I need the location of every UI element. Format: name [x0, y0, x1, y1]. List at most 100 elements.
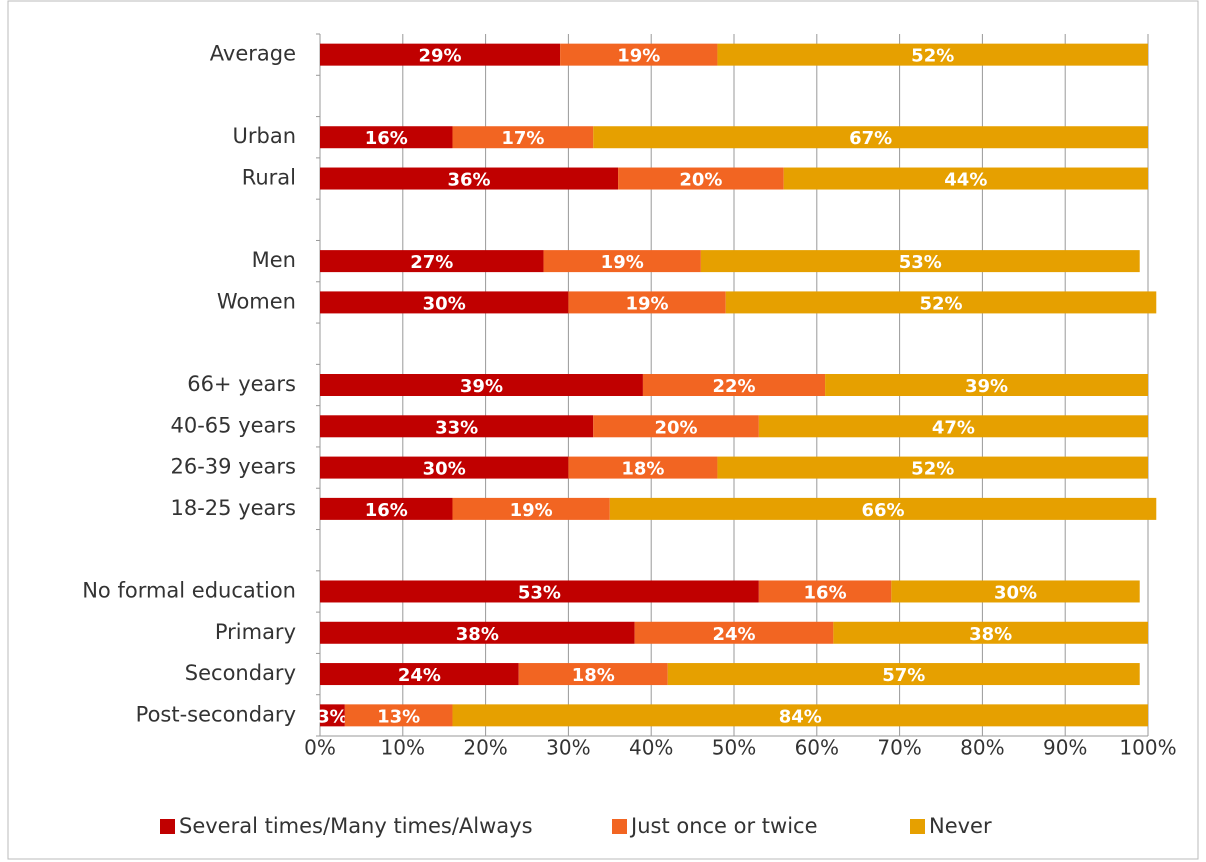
- value-label: 36%: [447, 170, 490, 191]
- value-label: 3%: [317, 706, 348, 727]
- y-tick-label: Primary: [215, 620, 296, 644]
- bar-segment: [593, 415, 759, 438]
- value-label: 38%: [456, 624, 499, 645]
- value-label: 52%: [911, 46, 954, 67]
- legend-label: Several times/Many times/Always: [179, 814, 533, 838]
- y-tick-label: Secondary: [185, 661, 296, 685]
- bar-segment: [452, 704, 1149, 727]
- bar-segment: [725, 291, 1157, 314]
- bar-segment: [758, 415, 1148, 438]
- value-label: 44%: [944, 170, 987, 191]
- x-tick-label: 90%: [1043, 736, 1087, 760]
- value-label: 20%: [654, 417, 697, 438]
- bar-segment: [543, 250, 701, 273]
- bar-segment: [642, 374, 826, 396]
- value-label: 18%: [572, 665, 615, 686]
- x-tick-label: 40%: [629, 736, 673, 760]
- bar-segment: [568, 291, 726, 314]
- value-label: 19%: [510, 500, 553, 521]
- x-tick-label: 60%: [795, 736, 839, 760]
- bar-segment: [344, 704, 453, 727]
- value-label: 66%: [861, 500, 904, 521]
- value-label: 16%: [365, 500, 408, 521]
- value-label: 47%: [932, 417, 975, 438]
- legend-label: Never: [929, 814, 992, 838]
- x-tick-label: 30%: [546, 736, 590, 760]
- value-label: 30%: [423, 459, 466, 480]
- x-tick-label: 70%: [877, 736, 921, 760]
- value-label: 53%: [518, 582, 561, 603]
- bar-segment: [320, 291, 569, 314]
- value-label: 19%: [601, 252, 644, 273]
- bar-segment: [452, 497, 610, 520]
- y-tick-label: Rural: [242, 166, 296, 190]
- bar-segment: [717, 456, 1148, 479]
- value-label: 24%: [712, 624, 755, 645]
- value-label: 18%: [621, 459, 664, 480]
- value-label: 27%: [410, 252, 453, 273]
- x-tick-label: 50%: [712, 736, 756, 760]
- value-label: 67%: [849, 128, 892, 149]
- value-label: 39%: [965, 376, 1008, 397]
- value-label: 33%: [435, 417, 478, 438]
- bar-segment: [634, 621, 834, 644]
- value-label: 16%: [804, 582, 847, 603]
- bar-segment: [320, 126, 453, 149]
- value-label: 24%: [398, 665, 441, 686]
- bar-segment: [568, 456, 718, 479]
- y-tick-label: Urban: [232, 124, 296, 148]
- value-label: 16%: [365, 128, 408, 149]
- value-label: 19%: [626, 293, 669, 314]
- x-tick-label: 20%: [463, 736, 507, 760]
- y-tick-label: 40-65 years: [171, 413, 297, 437]
- bar-segment: [825, 374, 1148, 396]
- chart-frame: [7, 0, 1199, 860]
- value-label: 17%: [501, 128, 544, 149]
- value-label: 52%: [911, 459, 954, 480]
- x-tick-label: 80%: [960, 736, 1004, 760]
- value-label: 22%: [712, 376, 755, 397]
- y-tick-label: Average: [210, 42, 296, 66]
- bar-segment: [700, 250, 1140, 273]
- bar-segment: [667, 663, 1140, 686]
- y-tick-label: No formal education: [82, 578, 296, 602]
- bar-segment: [833, 621, 1148, 644]
- x-tick-label: 100%: [1119, 736, 1176, 760]
- bar-segment: [320, 621, 635, 644]
- y-tick-label: Women: [217, 289, 296, 313]
- bar-segment: [320, 497, 453, 520]
- bar-segment: [518, 663, 668, 686]
- bar-segment: [320, 167, 619, 190]
- y-tick-label: Post-secondary: [136, 702, 296, 726]
- bar-segment: [560, 43, 718, 66]
- value-label: 13%: [377, 706, 420, 727]
- bar-segment: [320, 43, 561, 66]
- bar-segment: [783, 167, 1148, 190]
- value-label: 39%: [460, 376, 503, 397]
- bar-segment: [320, 580, 759, 603]
- bar-segment: [891, 580, 1140, 603]
- legend-swatch: [910, 819, 925, 834]
- bar-segment: [593, 126, 1148, 149]
- bar-segment: [320, 456, 569, 479]
- bar-segment: [717, 43, 1148, 66]
- y-tick-label: 18-25 years: [171, 496, 297, 520]
- bar-segment: [320, 663, 519, 686]
- value-label: 19%: [617, 46, 660, 67]
- legend-label: Just once or twice: [629, 814, 818, 838]
- bar-segment: [320, 250, 544, 273]
- value-label: 30%: [423, 293, 466, 314]
- legend-swatch: [160, 819, 175, 834]
- bar-segment: [609, 497, 1157, 520]
- value-label: 52%: [919, 293, 962, 314]
- legend-swatch: [612, 819, 627, 834]
- y-tick-label: 26-39 years: [171, 455, 297, 479]
- value-label: 30%: [994, 582, 1037, 603]
- value-label: 20%: [679, 170, 722, 191]
- y-tick-label: Men: [252, 248, 296, 272]
- bar-segment: [320, 374, 643, 396]
- bar-segment: [320, 704, 345, 727]
- bar-segment: [618, 167, 784, 190]
- value-label: 84%: [779, 706, 822, 727]
